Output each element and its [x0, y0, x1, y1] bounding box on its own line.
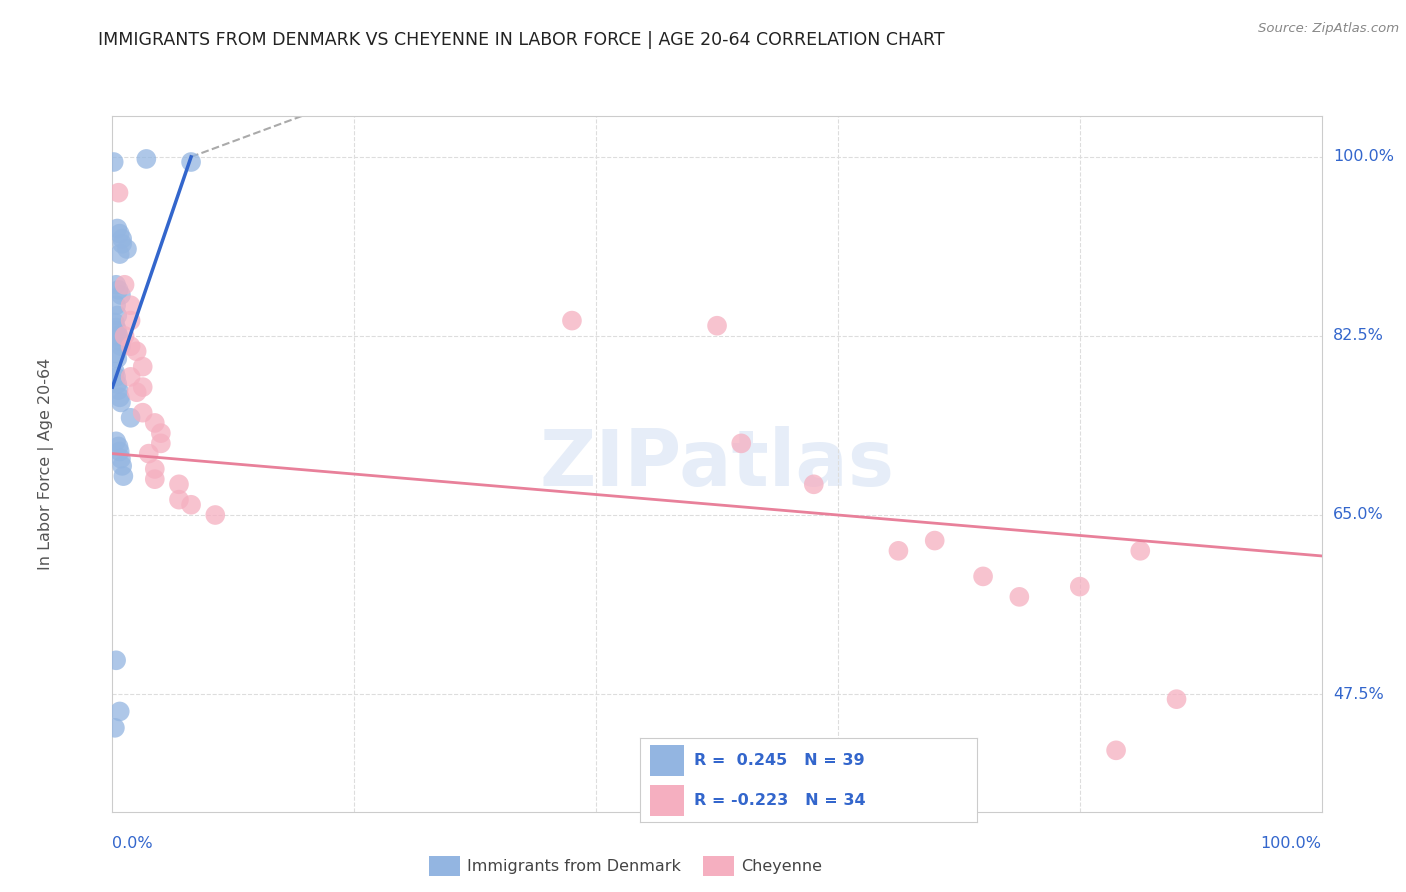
Text: 100.0%: 100.0%	[1333, 149, 1393, 164]
Point	[111, 232, 134, 246]
Point	[110, 451, 132, 466]
Point	[180, 498, 202, 512]
Point	[105, 309, 128, 323]
Point	[120, 298, 142, 312]
Point	[108, 334, 131, 348]
Point	[108, 390, 131, 404]
Text: 82.5%: 82.5%	[1333, 328, 1384, 343]
Point	[120, 410, 142, 425]
Point	[1129, 543, 1152, 558]
Point	[924, 533, 946, 548]
Text: ZIPatlas: ZIPatlas	[540, 425, 894, 502]
Point	[104, 365, 127, 379]
Point	[105, 320, 128, 334]
Point	[125, 385, 148, 400]
Point	[204, 508, 226, 522]
Point	[105, 653, 128, 667]
Point	[105, 221, 128, 235]
Text: 0.0%: 0.0%	[112, 836, 153, 851]
Point	[107, 383, 129, 397]
Point	[143, 462, 166, 476]
Point	[103, 155, 125, 169]
Point	[108, 247, 131, 261]
Point	[972, 569, 994, 583]
Point	[110, 395, 132, 409]
Text: R =  0.245   N = 39: R = 0.245 N = 39	[693, 753, 865, 768]
Text: Immigrants from Denmark: Immigrants from Denmark	[467, 859, 681, 873]
Point	[125, 344, 148, 359]
Point	[107, 440, 129, 454]
Text: In Labor Force | Age 20-64: In Labor Force | Age 20-64	[38, 358, 53, 570]
Point	[803, 477, 825, 491]
Point	[1008, 590, 1031, 604]
Bar	[650, 785, 683, 815]
Point	[111, 458, 134, 473]
Point	[149, 426, 172, 441]
Bar	[650, 746, 683, 776]
Point	[120, 369, 142, 384]
Text: 47.5%: 47.5%	[1333, 687, 1384, 701]
Point	[149, 436, 172, 450]
Point	[112, 469, 135, 483]
Point	[143, 416, 166, 430]
Point	[167, 477, 190, 491]
Text: R = -0.223   N = 34: R = -0.223 N = 34	[693, 793, 865, 808]
Point	[143, 472, 166, 486]
Point	[108, 705, 131, 719]
Point	[105, 324, 128, 338]
Point	[132, 380, 155, 394]
Point	[706, 318, 728, 333]
Point	[105, 346, 128, 360]
Point	[105, 369, 128, 384]
Point	[180, 155, 202, 169]
Point	[108, 227, 131, 241]
Point	[107, 186, 129, 200]
Point	[1105, 743, 1128, 757]
Point	[107, 329, 129, 343]
Point	[167, 492, 190, 507]
Point	[111, 236, 134, 251]
Point	[105, 377, 128, 392]
Point	[120, 339, 142, 353]
Point	[104, 316, 127, 330]
Text: Source: ZipAtlas.com: Source: ZipAtlas.com	[1258, 22, 1399, 36]
Point	[107, 283, 129, 297]
Point	[132, 359, 155, 374]
Point	[138, 447, 160, 461]
Text: IMMIGRANTS FROM DENMARK VS CHEYENNE IN LABOR FORCE | AGE 20-64 CORRELATION CHART: IMMIGRANTS FROM DENMARK VS CHEYENNE IN L…	[98, 31, 945, 49]
Point	[108, 444, 131, 458]
Point	[135, 152, 157, 166]
Point	[104, 721, 127, 735]
Point	[105, 298, 128, 312]
Point	[105, 351, 128, 366]
Point	[110, 339, 132, 353]
Point	[1069, 580, 1091, 594]
Point	[114, 329, 136, 343]
Text: 65.0%: 65.0%	[1333, 508, 1384, 523]
Point	[120, 313, 142, 327]
Point	[110, 288, 132, 302]
Point	[1166, 692, 1188, 706]
Point	[887, 543, 910, 558]
Point	[115, 242, 138, 256]
Point	[132, 406, 155, 420]
Text: Cheyenne: Cheyenne	[741, 859, 823, 873]
Point	[105, 434, 128, 449]
Point	[114, 277, 136, 292]
Point	[730, 436, 752, 450]
Point	[561, 313, 583, 327]
Text: 100.0%: 100.0%	[1261, 836, 1322, 851]
Point	[105, 277, 128, 292]
